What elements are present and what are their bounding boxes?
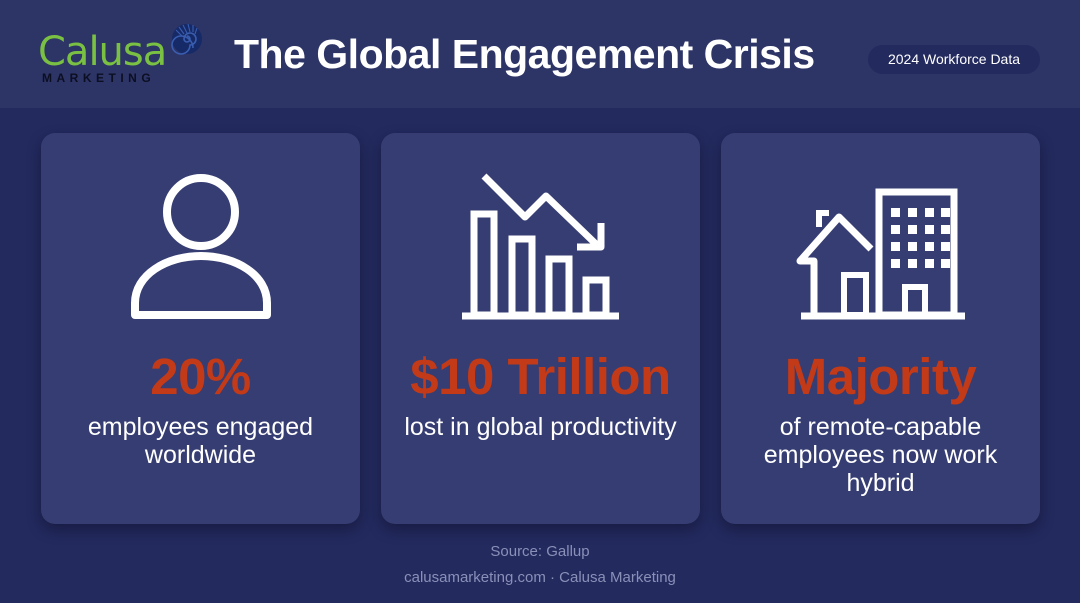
- header-bar: Calusa MARKETING The Global Engagement C…: [0, 0, 1080, 108]
- house-and-office-building-icon: [796, 188, 965, 320]
- stat-card-productivity: $10 Trillion lost in global productivity: [381, 133, 700, 524]
- footer-credit[interactable]: calusamarketing.com · Calusa Marketing: [404, 569, 676, 586]
- data-year-badge: 2024 Workforce Data: [868, 45, 1040, 74]
- stat-card-hybrid-work: Majority of remote-capable employees now…: [721, 133, 1040, 524]
- calusa-logo[interactable]: Calusa MARKETING: [38, 22, 208, 86]
- stat-description: of remote-capable employees now work hyb…: [763, 413, 998, 497]
- logo-subtitle: MARKETING: [42, 71, 156, 85]
- source-note: Source: Gallup: [490, 543, 590, 560]
- person-icon: [131, 174, 271, 319]
- stat-description: lost in global productivity: [404, 413, 677, 441]
- stat-value: $10 Trillion: [410, 348, 671, 405]
- declining-bar-chart-icon: [462, 173, 619, 320]
- stat-value: 20%: [150, 348, 251, 405]
- stat-card-engagement: 20% employees engaged worldwide: [41, 133, 360, 524]
- page-title: The Global Engagement Crisis: [234, 31, 815, 77]
- stat-value: Majority: [784, 348, 977, 405]
- stat-description: employees engaged worldwide: [87, 413, 314, 469]
- logo-wordmark: Calusa: [38, 29, 167, 75]
- nautilus-shell-icon: [171, 23, 202, 55]
